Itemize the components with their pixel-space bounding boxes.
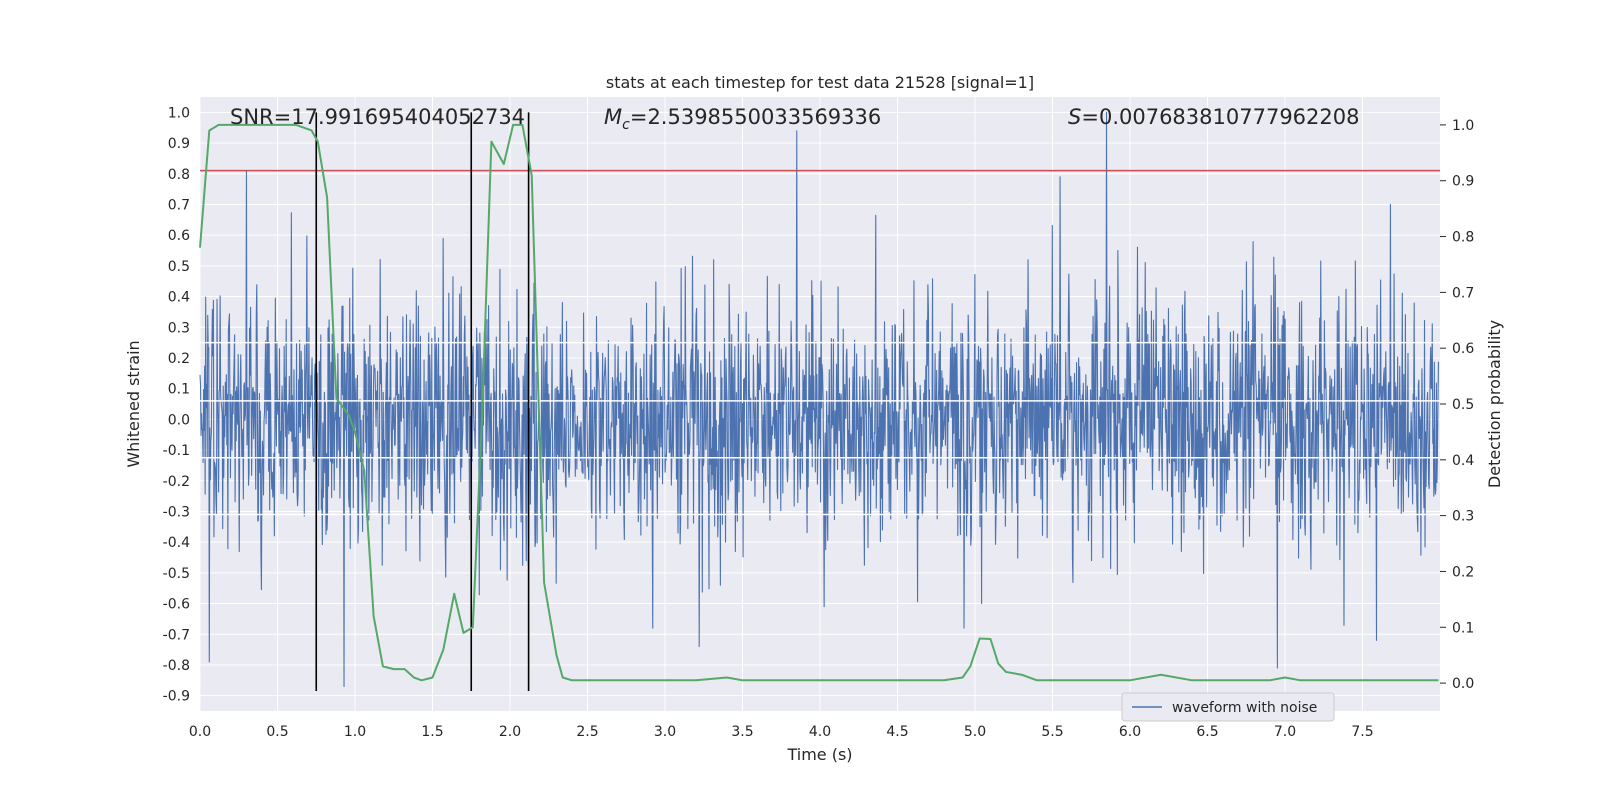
y-tick-label: -0.3: [163, 504, 190, 520]
mc-subscript: c: [622, 117, 630, 133]
y2-tick-label: 0.2: [1452, 564, 1474, 580]
s-equals: =: [1081, 105, 1099, 129]
mc-symbol: M: [604, 105, 622, 129]
y2-tick-label: 0.0: [1452, 676, 1474, 692]
y-tick-label: -0.7: [163, 627, 190, 643]
vertical-markers: [315, 112, 530, 692]
waveform-line: [199, 111, 1439, 687]
detection-probability-series: [199, 123, 1439, 682]
y2-tick-label: 0.3: [1452, 509, 1474, 525]
chirp-mass-annotation: Mc=2.5398550033569336: [604, 105, 881, 133]
x-tick-label: 5.0: [964, 724, 986, 740]
y2-tick-label: 0.8: [1452, 230, 1474, 246]
mc-value: 2.5398550033569336: [647, 105, 881, 129]
s-annotation: S=0.007683810777962208: [1068, 105, 1359, 129]
x-tick-label: 6.5: [1196, 724, 1218, 740]
x-tick-label: 7.0: [1274, 724, 1296, 740]
y-tick-label: 0.6: [168, 228, 190, 244]
x-tick-label: 2.5: [576, 724, 598, 740]
x-axis-ticks: 0.0 0.5 1.0 1.5 2.0 2.5 3.0 3.5 4.0 4.5 5.0 5.5 6.0 6…: [189, 724, 1374, 740]
snr-value: 17.991695404052734: [291, 105, 525, 129]
chart-title: stats at each timestep for test data 215…: [606, 73, 1034, 92]
y2-tick-label: 0.6: [1452, 341, 1474, 357]
x-tick-label: 2.0: [499, 724, 521, 740]
legend-box: [1121, 692, 1335, 722]
y-tick-label: -0.9: [163, 689, 190, 705]
y-tick-label: 0.3: [168, 320, 190, 336]
y-tick-label: 0.9: [168, 136, 190, 152]
y-tick-label: -0.5: [163, 566, 190, 582]
mc-equals: =: [630, 105, 648, 129]
y-tick-label: 1.0: [168, 105, 190, 121]
y2-tick-label: 0.4: [1452, 453, 1474, 469]
y-axis-ticks: 1.0 0.9 0.8 0.7 0.6 0.5 0.4 0.3 0.2 0.1 0.0 -0.1 -0.…: [163, 105, 190, 704]
snr-annotation: SNR=17.991695404052734: [230, 105, 525, 129]
x-tick-label: 3.0: [654, 724, 676, 740]
y2-axis-label: Detection probability: [1485, 320, 1504, 488]
y-tick-label: -0.6: [163, 597, 190, 613]
y2-tick-label: 0.9: [1452, 174, 1474, 190]
y-tick-label: 0.2: [168, 351, 190, 367]
y-axis-label: Whitened strain: [124, 340, 143, 467]
x-tick-label: 0.5: [266, 724, 288, 740]
x-tick-label: 5.5: [1041, 724, 1063, 740]
s-value: 0.007683810777962208: [1099, 105, 1360, 129]
x-tick-label: 4.5: [886, 724, 908, 740]
y2-tick-label: 0.1: [1452, 620, 1474, 636]
y-tick-label: -0.8: [163, 658, 190, 674]
y-tick-label: 0.0: [168, 412, 190, 428]
y-tick-label: -0.4: [163, 535, 190, 551]
x-tick-label: 7.5: [1351, 724, 1373, 740]
waveform-with-noise-series: [199, 111, 1439, 687]
y-tick-label: 0.5: [168, 259, 190, 275]
y-tick-label: 0.4: [168, 290, 190, 306]
legend-label: waveform with noise: [1172, 700, 1317, 716]
y-tick-label: -0.1: [163, 443, 190, 459]
y-tick-label: 0.1: [168, 382, 190, 398]
x-tick-label: 6.0: [1119, 724, 1141, 740]
y-tick-label: 0.7: [168, 197, 190, 213]
y2-tick-label: 1.0: [1452, 118, 1474, 134]
horizontal-guides: [200, 341, 1440, 516]
legend: waveform with noise: [1121, 692, 1335, 722]
y-tick-label: -0.2: [163, 474, 190, 490]
probability-line: [199, 123, 1439, 682]
y2-axis-ticks: 1.0 0.9 0.8 0.7 0.6 0.5 0.4 0.3 0.2 0.1 0.0: [1440, 118, 1474, 692]
x-tick-label: 1.5: [421, 724, 443, 740]
x-tick-label: 1.0: [344, 724, 366, 740]
x-tick-label: 0.0: [189, 724, 211, 740]
s-symbol: S: [1068, 105, 1081, 129]
x-tick-label: 3.5: [731, 724, 753, 740]
snr-prefix: SNR=: [230, 105, 291, 129]
x-tick-label: 4.0: [809, 724, 831, 740]
y-tick-label: 0.8: [168, 167, 190, 183]
y2-tick-label: 0.5: [1452, 397, 1474, 413]
x-axis-label: Time (s): [786, 745, 852, 764]
y2-tick-label: 0.7: [1452, 285, 1474, 301]
